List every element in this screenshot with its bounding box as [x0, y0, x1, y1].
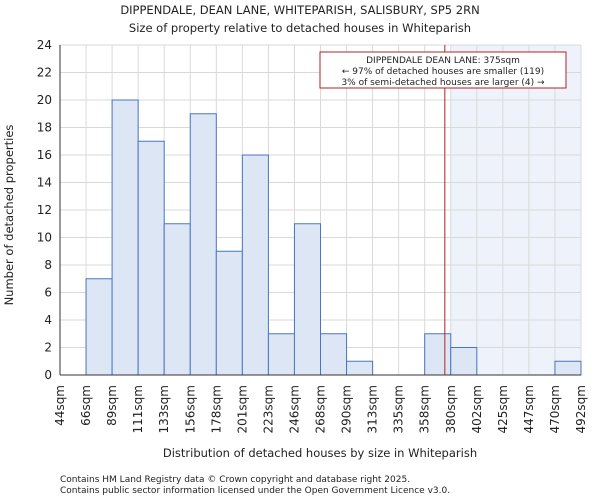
bar: [111, 99, 139, 376]
x-tick-label: 335sqm: [392, 385, 406, 433]
bar: [424, 333, 452, 376]
footer-line-1: Contains HM Land Registry data © Crown c…: [60, 475, 410, 485]
x-tick-label: 425sqm: [496, 385, 510, 433]
bar: [450, 347, 478, 376]
bar: [85, 278, 113, 376]
x-tick-label: 380sqm: [444, 385, 458, 433]
bar: [163, 223, 191, 376]
footer-line-2: Contains public sector information licen…: [60, 486, 450, 496]
y-axis-label: Number of detached properties: [2, 125, 16, 306]
x-tick-label: 290sqm: [340, 385, 354, 433]
annotation-box: [319, 51, 567, 89]
y-tick-label: 0: [44, 368, 52, 382]
x-tick-label: 447sqm: [522, 385, 536, 433]
x-tick-label: 66sqm: [79, 385, 93, 426]
bar: [320, 333, 348, 376]
bar: [293, 223, 322, 376]
y-tick-label: 20: [37, 93, 52, 107]
y-tick-label: 12: [37, 203, 52, 217]
bar: [215, 250, 243, 376]
bar: [267, 333, 295, 376]
annotation-line: 3% of semi-detached houses are larger (4…: [341, 78, 545, 88]
x-tick-label: 268sqm: [314, 385, 328, 433]
x-tick-label: 178sqm: [209, 385, 223, 433]
bar: [137, 140, 165, 376]
chart-subtitle: Size of property relative to detached ho…: [129, 21, 471, 35]
x-tick-label: 223sqm: [261, 385, 275, 433]
y-tick-label: 14: [37, 176, 52, 190]
y-tick-label: 18: [37, 121, 52, 135]
annotation-line: ← 97% of detached houses are smaller (11…: [342, 67, 544, 77]
bar: [241, 154, 269, 376]
y-tick-label: 4: [44, 313, 52, 327]
chart-title: DIPPENDALE, DEAN LANE, WHITEPARISH, SALI…: [120, 3, 479, 17]
y-tick-label: 22: [37, 66, 52, 80]
y-tick-label: 6: [44, 286, 52, 300]
x-tick-label: 201sqm: [235, 385, 249, 433]
y-tick-label: 16: [37, 148, 52, 162]
x-axis-label: Distribution of detached houses by size …: [163, 446, 477, 460]
annotation-line: DIPPENDALE DEAN LANE: 375sqm: [366, 56, 520, 66]
x-tick-label: 470sqm: [548, 385, 562, 433]
y-tick-label: 24: [37, 38, 52, 52]
bar: [189, 113, 217, 376]
y-tick-label: 2: [44, 341, 52, 355]
x-tick-label: 358sqm: [418, 385, 432, 433]
x-tick-label: 492sqm: [574, 385, 588, 433]
x-tick-label: 89sqm: [105, 385, 119, 426]
bar: [346, 360, 374, 376]
y-tick-label: 10: [37, 231, 52, 245]
x-tick-label: 402sqm: [470, 385, 484, 433]
y-tick-label: 8: [44, 258, 52, 272]
x-tick-label: 246sqm: [287, 385, 301, 433]
x-tick-label: 133sqm: [157, 385, 171, 433]
x-tick-label: 44sqm: [53, 385, 67, 426]
x-tick-label: 156sqm: [183, 385, 197, 433]
bar: [554, 360, 582, 376]
x-tick-label: 111sqm: [131, 385, 145, 433]
x-tick-label: 313sqm: [366, 385, 380, 433]
